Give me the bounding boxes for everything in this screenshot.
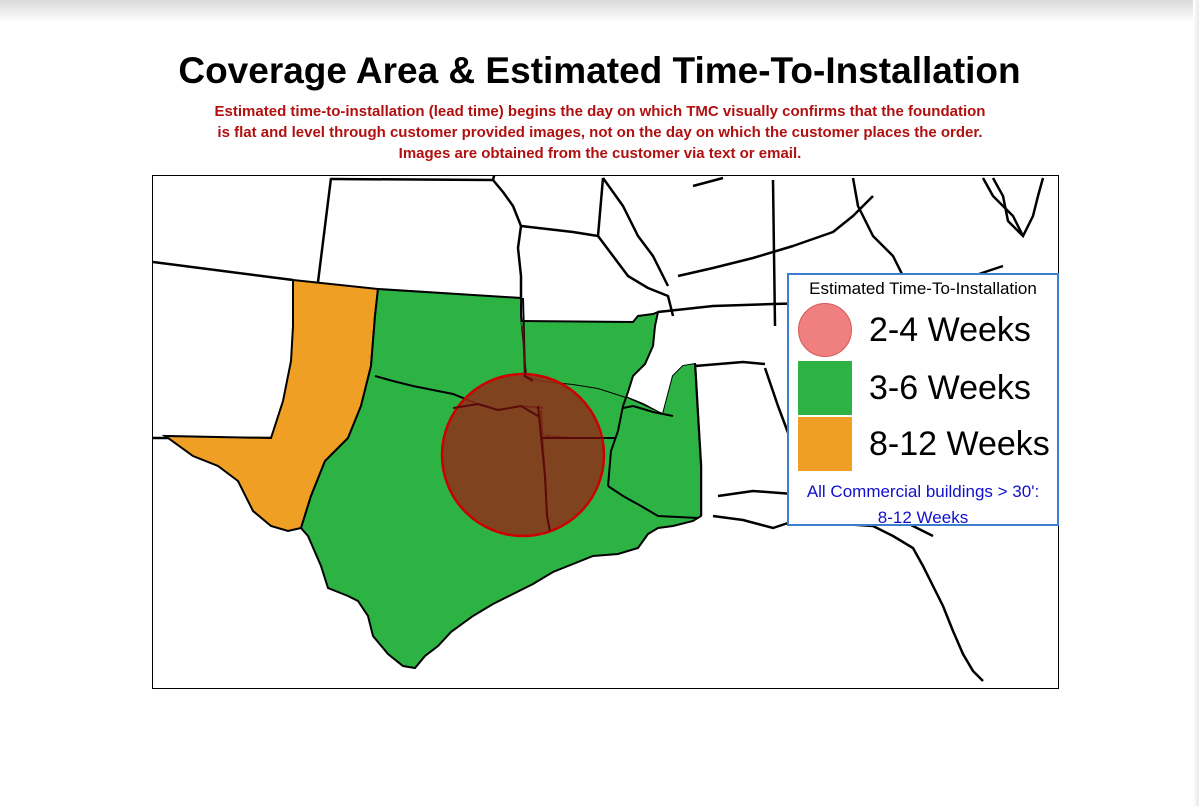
legend-item-3-6-weeks: 3-6 Weeks: [789, 361, 1057, 415]
legend-item-8-12-weeks: 8-12 Weeks: [789, 417, 1057, 471]
zone-2-4-circle: [440, 372, 606, 538]
page-title: Coverage Area & Estimated Time-To-Instal…: [178, 50, 1021, 91]
map-legend: Estimated Time-To-Installation 2-4 Weeks…: [787, 273, 1059, 527]
legend-label: 8-12 Weeks: [869, 425, 1050, 463]
legend-label: 3-6 Weeks: [869, 369, 1031, 407]
page-right-edge: [1193, 0, 1199, 806]
commercial-note-line: All Commercial buildings > 30':: [806, 482, 1040, 501]
circle-swatch-icon: [798, 303, 852, 357]
legend-title: Estimated Time-To-Installation: [809, 279, 1037, 298]
orange-square-swatch-icon: [798, 417, 852, 471]
atlantic-coast: [991, 177, 1045, 239]
commercial-note-line: 8-12 Weeks: [877, 508, 969, 527]
lead-time-note-line: Images are obtained from the customer vi…: [398, 145, 802, 162]
lead-time-note-line: is flat and level through customer provi…: [217, 124, 983, 141]
lead-time-note: Estimated time-to-installation (lead tim…: [140, 101, 1060, 164]
region-arkansas-mississippi: [521, 312, 701, 518]
circle-interior-borders: [452, 325, 603, 532]
arkansas-mississippi-border: [520, 310, 660, 487]
louisiana-coast: [607, 485, 699, 519]
green-square-swatch-icon: [798, 361, 852, 415]
lead-time-note-line: Estimated time-to-installation (lead tim…: [214, 103, 986, 120]
legend-item-2-4-weeks: 2-4 Weeks: [789, 303, 1057, 357]
browser-top-shadow: [0, 0, 1199, 22]
legend-label: 2-4 Weeks: [869, 311, 1031, 349]
florida-coastline: [808, 514, 984, 682]
mississippi-alabama-border: [694, 363, 702, 516]
commercial-buildings-note: All Commercial buildings > 30': 8-12 Wee…: [789, 479, 1057, 531]
